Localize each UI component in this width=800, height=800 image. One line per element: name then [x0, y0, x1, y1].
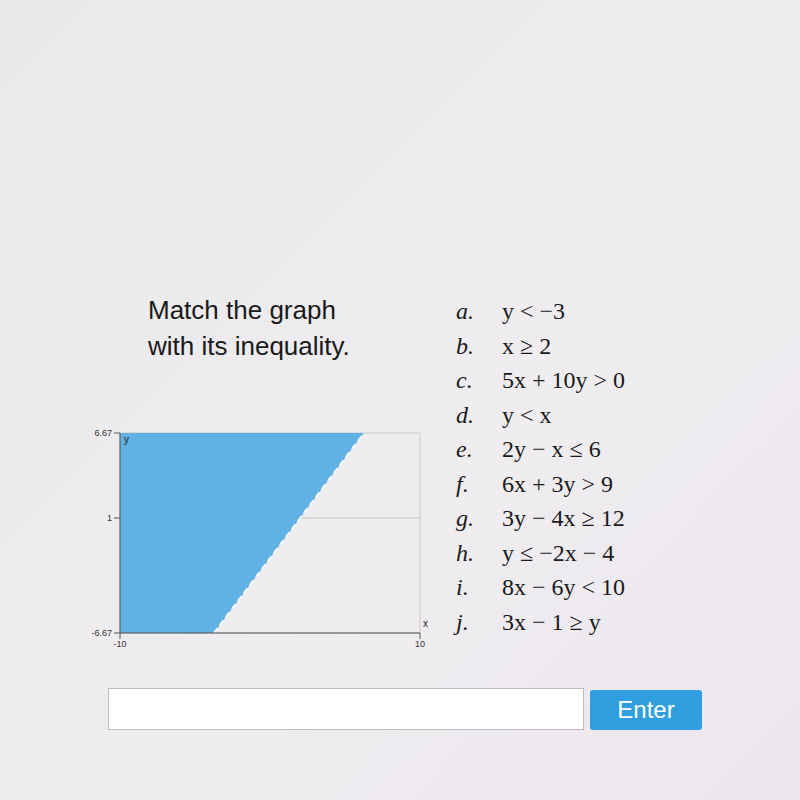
html-text:y ≤ −2x − 4: y ≤ −2x − 4 — [502, 539, 615, 566]
html-text:x: x — [423, 618, 428, 629]
html-text:h.: h. — [456, 539, 474, 566]
html-text:y < −3: y < −3 — [502, 298, 566, 324]
html-text:2y − x ≤ 6: 2y − x ≤ 6 — [502, 436, 601, 462]
svg-text:10: 10 — [415, 639, 425, 649]
html-text:f.: f. — [456, 470, 469, 497]
html-text:x ≥ 2: x ≥ 2 — [502, 332, 552, 359]
html-text:i.: i. — [456, 574, 469, 600]
svg-text:-10: -10 — [113, 639, 126, 649]
html-text:b.: b. — [456, 332, 474, 359]
html-text:y < x: y < x — [502, 401, 552, 428]
html-text:6x + 3y > 9: 6x + 3y > 9 — [502, 470, 614, 497]
html-text:Match the graph: Match the graph — [148, 295, 336, 325]
html-text:a.: a. — [456, 298, 474, 324]
html-text:3y − 4x ≥ 12: 3y − 4x ≥ 12 — [502, 505, 625, 531]
html-text:3x − 1 ≥ y: 3x − 1 ≥ y — [502, 608, 601, 635]
html-text:with its inequality.: with its inequality. — [148, 331, 350, 361]
html-text:e.: e. — [456, 436, 473, 462]
html-text:d.: d. — [456, 401, 474, 428]
html-text:j.: j. — [456, 608, 469, 635]
svg-text:1: 1 — [107, 513, 112, 523]
html-text:8x − 6y < 10: 8x − 6y < 10 — [502, 574, 626, 600]
svg-text:6.67: 6.67 — [94, 428, 112, 438]
html-text:g.: g. — [456, 505, 474, 531]
html-text:y: y — [124, 434, 129, 445]
svg-text:-6.67: -6.67 — [91, 628, 112, 638]
html-text:c.: c. — [456, 367, 473, 393]
html-text:Enter: Enter — [617, 696, 675, 723]
html-text:5x + 10y > 0: 5x + 10y > 0 — [502, 367, 626, 393]
